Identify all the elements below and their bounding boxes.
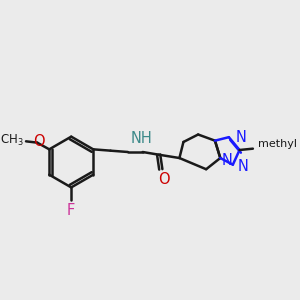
Text: O: O (158, 172, 170, 187)
Text: NH: NH (130, 131, 152, 146)
Text: N: N (238, 159, 248, 174)
Text: methyl: methyl (258, 139, 297, 149)
Text: N: N (221, 153, 233, 168)
Text: O: O (33, 134, 44, 149)
Text: CH$_3$: CH$_3$ (0, 133, 23, 148)
Text: N: N (236, 130, 246, 145)
Text: F: F (67, 203, 75, 218)
